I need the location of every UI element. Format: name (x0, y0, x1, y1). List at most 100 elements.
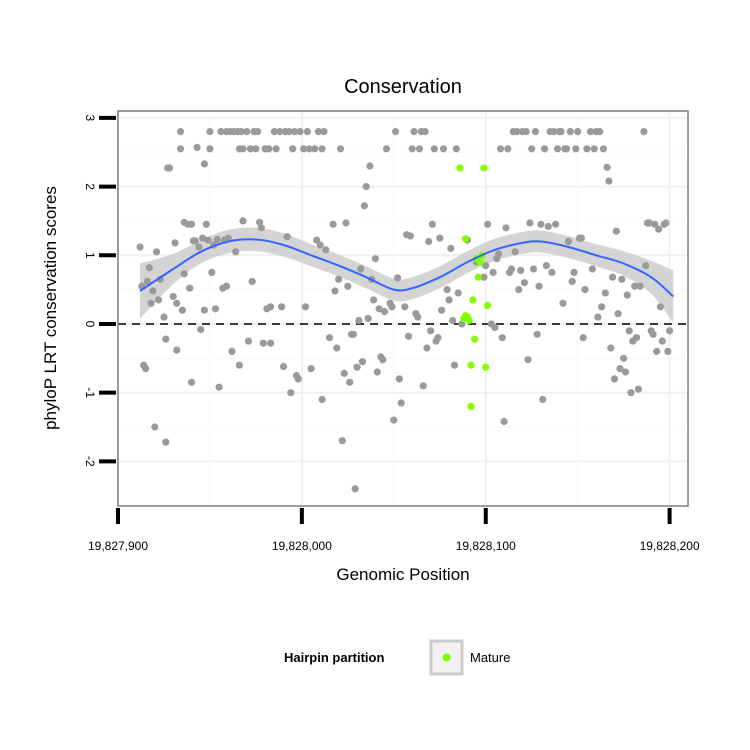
data-point (176, 128, 185, 136)
chart-title: Conservation (344, 76, 462, 98)
data-point (504, 145, 512, 153)
data-point (500, 417, 508, 426)
data-point (537, 220, 545, 228)
data-point (528, 145, 536, 153)
data-point (153, 248, 161, 256)
data-point (267, 339, 275, 347)
data-point (197, 325, 205, 334)
data-point (649, 330, 657, 338)
data-point (136, 243, 144, 251)
data-point (222, 282, 231, 290)
data-point (296, 128, 304, 136)
data-point (344, 282, 352, 290)
data-point (553, 145, 562, 153)
data-point (305, 145, 313, 153)
data-point (235, 361, 243, 369)
data-point (294, 375, 302, 383)
data-point (316, 241, 324, 249)
y-axis-title: phyloP LRT conservation scores (41, 186, 60, 430)
data-point (353, 363, 361, 371)
legend: Hairpin partition Mature (284, 639, 510, 676)
data-point (666, 327, 674, 335)
data-point (557, 128, 565, 136)
data-point (632, 334, 641, 342)
data-point (480, 273, 488, 281)
plot-panel (117, 110, 689, 507)
data-point (491, 323, 499, 331)
x-tick-label: 19,827,900 (88, 539, 148, 553)
data-point (577, 234, 586, 242)
data-point (314, 128, 322, 136)
data-point (270, 128, 278, 136)
data-point (206, 145, 214, 153)
data-point (287, 389, 295, 397)
data-point (355, 316, 363, 325)
data-point (204, 236, 212, 244)
data-point (621, 368, 630, 376)
legend-key-box (429, 639, 464, 676)
data-point (658, 337, 666, 345)
data-point (285, 128, 293, 136)
data-point (443, 286, 451, 294)
data-point (401, 303, 409, 311)
data-point (318, 145, 326, 153)
data-point (445, 296, 453, 304)
data-point (607, 344, 615, 352)
legend-label-mature: Mature (470, 650, 510, 665)
data-point (237, 128, 245, 136)
data-point (450, 361, 459, 369)
data-point (340, 369, 348, 377)
data-point (484, 220, 492, 228)
data-point (390, 416, 398, 424)
data-point (346, 378, 354, 386)
data-point (215, 383, 223, 391)
data-point (625, 327, 633, 335)
data-point (239, 217, 247, 225)
data-point (162, 335, 170, 343)
data-point (452, 145, 460, 153)
data-point (520, 279, 529, 287)
data-point (397, 399, 405, 407)
data-point (415, 145, 424, 153)
data-point (603, 163, 611, 171)
data-point (311, 145, 319, 153)
data-point (596, 128, 604, 136)
data-point (370, 296, 378, 304)
data-point (243, 128, 251, 136)
data-point (364, 314, 372, 323)
data-point (239, 145, 247, 153)
data-point (206, 128, 214, 136)
data-point (428, 220, 436, 228)
y-tick-label: 1 (83, 252, 97, 259)
data-point (496, 145, 505, 153)
data-point (211, 305, 220, 313)
data-point (373, 368, 381, 376)
data-point (627, 389, 635, 397)
data-point (320, 128, 328, 136)
data-point (662, 219, 670, 227)
data-point (599, 145, 608, 153)
data-point (531, 128, 540, 136)
data-point (335, 275, 343, 283)
data-point (583, 145, 591, 153)
data-point (333, 344, 341, 352)
data-point (176, 145, 185, 153)
mature-data-point (465, 316, 473, 325)
data-point (623, 291, 631, 299)
data-point (257, 224, 265, 232)
data-point (379, 356, 387, 364)
data-point (570, 268, 578, 276)
data-point (279, 362, 288, 371)
data-point (336, 145, 345, 153)
data-point (438, 306, 446, 314)
data-point (154, 296, 163, 304)
data-point (213, 235, 221, 244)
mature-data-point (484, 301, 492, 309)
data-point (318, 395, 326, 404)
data-point (542, 262, 551, 270)
data-point (539, 395, 547, 404)
data-point (169, 292, 177, 301)
data-point (563, 145, 571, 153)
x-tick-label: 19,828,100 (456, 539, 516, 553)
data-point (178, 306, 186, 314)
